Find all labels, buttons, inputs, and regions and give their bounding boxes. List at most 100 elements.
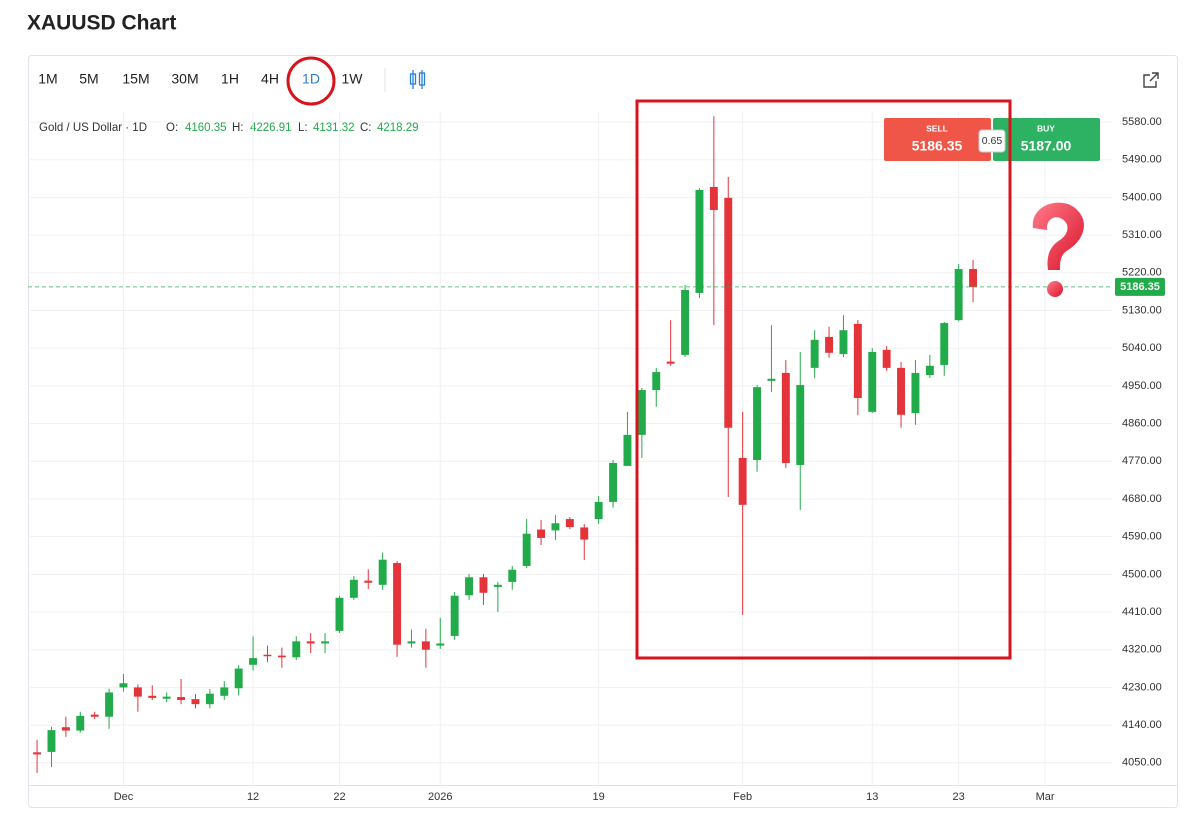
y-tick-label: 5400.00 xyxy=(1122,191,1162,203)
timeframe-button[interactable]: 4H xyxy=(261,71,279,87)
timeframe-button[interactable]: 1D xyxy=(302,71,320,87)
candle-body xyxy=(421,641,430,650)
candle-body xyxy=(90,714,99,717)
candle-body xyxy=(177,697,186,700)
last-price-tag xyxy=(1115,277,1165,296)
timeframe-button[interactable]: 15M xyxy=(122,71,149,87)
y-tick-label: 4140.00 xyxy=(1122,719,1162,731)
candle-body xyxy=(551,523,560,531)
candle-body xyxy=(925,365,934,376)
candle-body xyxy=(450,595,459,636)
y-tick-label: 5310.00 xyxy=(1122,229,1162,241)
candle-body xyxy=(681,289,690,355)
candle-body xyxy=(47,730,56,752)
candle-body xyxy=(105,692,114,717)
x-tick-label: 19 xyxy=(593,791,605,803)
x-tick-label: 2026 xyxy=(428,791,452,803)
candle-body xyxy=(364,580,373,583)
y-tick-label: 4410.00 xyxy=(1122,606,1162,618)
last-price-label: 5186.35 xyxy=(1120,281,1160,293)
candle-body xyxy=(522,533,531,566)
candle-body xyxy=(133,687,142,697)
timeframe-button[interactable]: 1W xyxy=(342,71,364,87)
candle-body xyxy=(119,683,128,688)
external-link-icon[interactable] xyxy=(1143,72,1159,88)
candle-body xyxy=(853,323,862,399)
timeframe-button[interactable]: 1H xyxy=(221,71,239,87)
page-title: XAUUSD Chart xyxy=(27,12,176,35)
x-tick-label: Feb xyxy=(733,791,752,803)
candle-body xyxy=(33,752,42,755)
candle-body xyxy=(897,367,906,415)
legend-l-label: L: xyxy=(298,122,308,134)
candle-body xyxy=(249,658,258,665)
legend-l: 4131.32 xyxy=(313,122,355,134)
sell-label: SELL xyxy=(926,123,948,133)
candle-body xyxy=(263,654,272,657)
sell-button[interactable] xyxy=(884,118,991,161)
candle-body xyxy=(76,715,85,731)
candle-body xyxy=(292,641,301,658)
candle-body xyxy=(738,457,747,505)
x-tick-label: Mar xyxy=(1036,791,1055,803)
annotations xyxy=(286,56,1084,660)
candle-body xyxy=(825,336,834,353)
candle-body xyxy=(911,372,920,414)
candle-body xyxy=(349,579,358,598)
candle-body xyxy=(796,385,805,466)
legend-c: 4218.29 xyxy=(377,122,419,134)
candle-body xyxy=(306,641,315,644)
legend-o: 4160.35 xyxy=(185,122,227,134)
question-mark-icon xyxy=(1032,202,1084,297)
chart-style-icon[interactable] xyxy=(409,70,426,89)
y-tick-label: 4230.00 xyxy=(1122,681,1162,693)
y-tick-label: 4860.00 xyxy=(1122,417,1162,429)
candle-body xyxy=(839,330,848,355)
candle-body xyxy=(162,696,171,699)
timeframe-button[interactable]: 1M xyxy=(38,71,57,87)
y-tick-label: 5220.00 xyxy=(1122,267,1162,279)
highlight-box xyxy=(635,99,1012,660)
legend-o-label: O: xyxy=(166,122,178,134)
candle-body xyxy=(623,434,632,466)
buy-price: 5187.00 xyxy=(1021,138,1072,154)
legend-c-label: C: xyxy=(360,122,372,134)
y-tick-label: 4680.00 xyxy=(1122,493,1162,505)
y-tick-label: 5580.00 xyxy=(1122,116,1162,128)
candle-body xyxy=(493,584,502,587)
candle-body xyxy=(767,378,776,381)
candle-body xyxy=(609,462,618,502)
sell-price: 5186.35 xyxy=(912,138,963,154)
candle-body xyxy=(537,529,546,538)
candle-body xyxy=(465,577,474,596)
x-tick-label: 22 xyxy=(333,791,345,803)
y-tick-label: 4950.00 xyxy=(1122,380,1162,392)
x-tick-label: 12 xyxy=(247,791,259,803)
candle-body xyxy=(695,189,704,293)
candle-body xyxy=(940,323,949,365)
x-tick-label: Dec xyxy=(114,791,134,803)
candle-body xyxy=(868,351,877,412)
y-tick-label: 5490.00 xyxy=(1122,154,1162,166)
candle-body xyxy=(378,559,387,585)
candle-body xyxy=(234,668,243,689)
timeframe-button[interactable]: 30M xyxy=(171,71,198,87)
buy-button[interactable] xyxy=(993,118,1100,161)
timeframe-button[interactable]: 5M xyxy=(79,71,98,87)
candle-body xyxy=(666,361,675,364)
candle-body xyxy=(335,597,344,631)
candle-body xyxy=(436,643,445,646)
buy-label: BUY xyxy=(1037,123,1055,133)
y-tick-label: 4320.00 xyxy=(1122,644,1162,656)
candle-body xyxy=(508,569,517,582)
candle-body xyxy=(594,501,603,520)
spread-box xyxy=(978,129,1006,153)
candle-body xyxy=(882,349,891,368)
candle-body xyxy=(407,641,416,644)
chart-widget xyxy=(28,55,1178,808)
candle-body xyxy=(580,527,589,540)
y-tick-label: 4050.00 xyxy=(1122,757,1162,769)
y-tick-label: 4500.00 xyxy=(1122,568,1162,580)
candle-body xyxy=(810,339,819,368)
